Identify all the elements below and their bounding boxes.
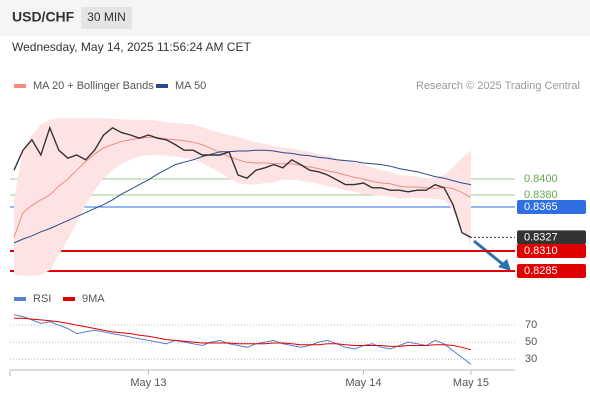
level-label: 0.8310	[524, 245, 558, 257]
bollinger-band	[14, 118, 471, 276]
symbol: USD/CHF	[12, 9, 75, 25]
legend-label: 9MA	[82, 293, 105, 305]
level-label-box	[517, 244, 586, 258]
datetime: Wednesday, May 14, 2025 11:56:24 AM CET	[12, 40, 251, 54]
x-tick-label: May 14	[345, 377, 381, 389]
legend-swatch	[63, 297, 75, 301]
level-label: 0.8365	[524, 201, 558, 213]
price-line	[13, 125, 472, 239]
y-tick-label: 70	[525, 319, 537, 331]
x-tick-label: May 15	[453, 377, 489, 389]
forecast-arrow-head	[498, 259, 511, 271]
legend-swatch	[156, 84, 168, 88]
level-label: 0.8327	[524, 231, 558, 243]
level-label-box	[517, 230, 586, 245]
legend-label: RSI	[33, 293, 51, 305]
indicator-line	[14, 317, 472, 351]
y-tick-label: 30	[525, 353, 537, 365]
y-tick-label: 50	[525, 336, 537, 348]
x-tick-label: May 13	[130, 377, 166, 389]
level-label: 0.8285	[524, 265, 558, 277]
indicator-line	[13, 314, 472, 365]
credit: Research © 2025 Trading Central	[416, 80, 580, 92]
timeframe-button[interactable]	[81, 7, 132, 29]
level-label-box	[517, 200, 586, 214]
timeframe[interactable]: 30 MIN	[87, 10, 126, 24]
forecast-arrow	[473, 239, 506, 268]
level-label: 0.8380	[524, 189, 558, 201]
legend-swatch	[14, 297, 26, 301]
indicator-line	[13, 136, 472, 238]
level-label: 0.8400	[524, 173, 558, 185]
indicator-line	[13, 149, 472, 244]
level-label-box	[517, 264, 586, 278]
legend-label: MA 50	[175, 80, 206, 92]
legend-label: MA 20 + Bollinger Bands	[33, 80, 154, 92]
legend-swatch	[14, 84, 26, 88]
